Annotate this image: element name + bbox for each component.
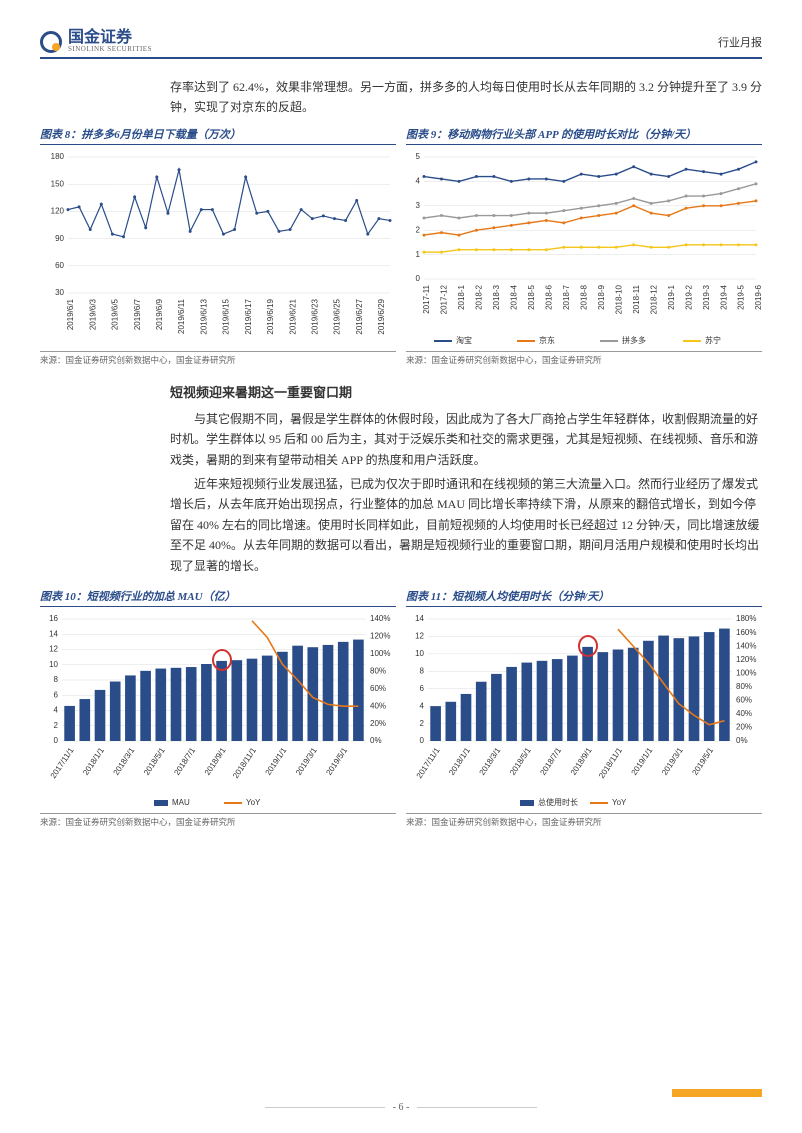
chart-9-source: 来源：国金证券研究创新数据中心，国金证券研究所	[406, 351, 762, 366]
logo-cn: 国金证券	[68, 30, 152, 46]
chart-9-canvas	[406, 149, 762, 349]
paragraph-1: 与其它假期不同，暑假是学生群体的休假时段，因此成为了各大厂商抢占学生年轻群体，收…	[40, 407, 762, 472]
chart-10: 图表 10：短视频行业的加总 MAU（亿） 来源：国金证券研究创新数据中心，国金…	[40, 588, 396, 828]
chart-11-canvas	[406, 611, 762, 811]
chart-10-source: 来源：国金证券研究创新数据中心，国金证券研究所	[40, 813, 396, 828]
chart-row-2: 图表 10：短视频行业的加总 MAU（亿） 来源：国金证券研究创新数据中心，国金…	[40, 588, 762, 828]
logo-text: 国金证券 SINOLINK SECURITIES	[68, 30, 152, 53]
logo-area: 国金证券 SINOLINK SECURITIES	[40, 30, 152, 53]
chart-8-canvas	[40, 149, 396, 349]
logo-en: SINOLINK SECURITIES	[68, 46, 152, 53]
chart-11-source: 来源：国金证券研究创新数据中心，国金证券研究所	[406, 813, 762, 828]
chart-8-title: 图表 8：拼多多6月份单日下载量（万次）	[40, 126, 396, 145]
chart-row-1: 图表 8：拼多多6月份单日下载量（万次） 来源：国金证券研究创新数据中心，国金证…	[40, 126, 762, 366]
accent-bar	[672, 1089, 762, 1097]
chart-8-source: 来源：国金证券研究创新数据中心，国金证券研究所	[40, 351, 396, 366]
section-title: 短视频迎来暑期这一重要窗口期	[40, 370, 762, 407]
chart-9: 图表 9：移动购物行业头部 APP 的使用时长对比（分钟/天） 来源：国金证券研…	[406, 126, 762, 366]
logo-icon	[40, 31, 62, 53]
chart-10-canvas	[40, 611, 396, 811]
intro-paragraph: 存率达到了 62.4%，效果非常理想。另一方面，拼多多的人均每日使用时长从去年同…	[40, 69, 762, 126]
chart-10-title: 图表 10：短视频行业的加总 MAU（亿）	[40, 588, 396, 607]
page-number: - 6 -	[0, 1102, 802, 1113]
paragraph-2: 近年来短视频行业发展迅猛，已成为仅次于即时通讯和在线视频的第三大流量入口。然而行…	[40, 472, 762, 578]
chart-8: 图表 8：拼多多6月份单日下载量（万次） 来源：国金证券研究创新数据中心，国金证…	[40, 126, 396, 366]
chart-9-title: 图表 9：移动购物行业头部 APP 的使用时长对比（分钟/天）	[406, 126, 762, 145]
header-right: 行业月报	[718, 34, 762, 50]
chart-11: 图表 11：短视频人均使用时长（分钟/天） 来源：国金证券研究创新数据中心，国金…	[406, 588, 762, 828]
chart-11-title: 图表 11：短视频人均使用时长（分钟/天）	[406, 588, 762, 607]
page: 国金证券 SINOLINK SECURITIES 行业月报 存率达到了 62.4…	[0, 0, 802, 1133]
page-header: 国金证券 SINOLINK SECURITIES 行业月报	[40, 30, 762, 59]
